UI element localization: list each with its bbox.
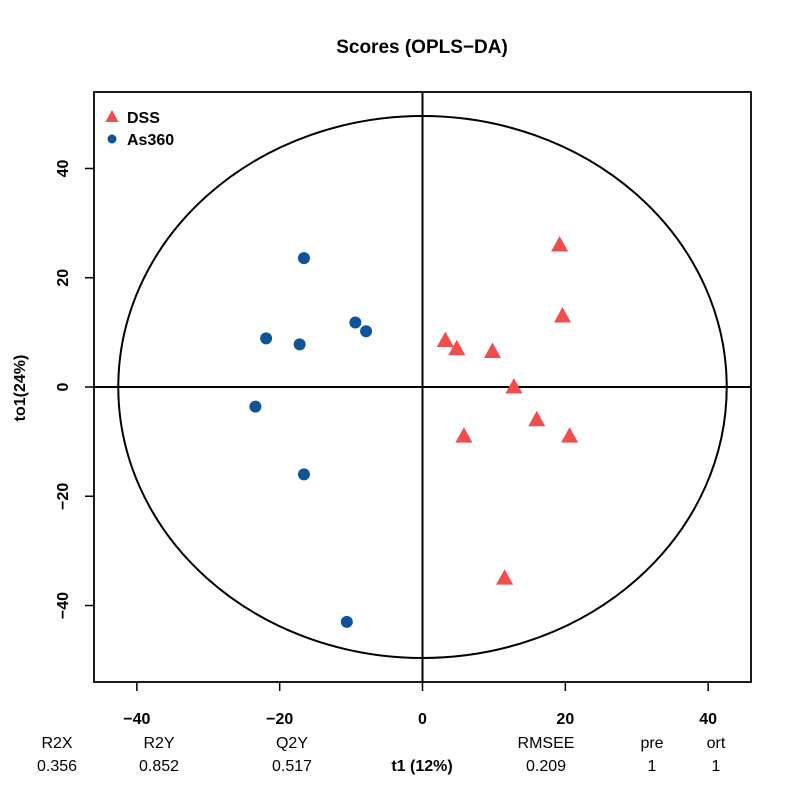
- y-tick-label: 40: [55, 159, 72, 177]
- stat-label-ort: ort: [707, 735, 726, 752]
- stat-value-r2x: 0.356: [37, 758, 77, 775]
- point-dss: [551, 235, 569, 252]
- point-dss: [436, 331, 454, 348]
- stat-label-pre: pre: [640, 735, 663, 752]
- point-as360: [260, 332, 273, 345]
- x-tick-label: −20: [266, 711, 293, 728]
- point-dss: [561, 427, 579, 443]
- point-as360: [297, 252, 310, 265]
- stat-value-rmsee: 0.209: [526, 758, 566, 775]
- point-as360: [293, 338, 306, 351]
- point-as360: [340, 615, 353, 628]
- stat-label-q2y: Q2Y: [276, 735, 308, 752]
- point-dss: [455, 427, 473, 443]
- x-tick-label: 20: [556, 711, 574, 728]
- plot-layer: −40 −20 0 20 40 −40 −20 0 20 40 DSS As360: [55, 92, 751, 728]
- stat-label-r2y: R2Y: [143, 735, 174, 752]
- y-tick-label: 20: [55, 269, 72, 287]
- point-dss: [528, 410, 546, 427]
- x-axis-label: t1 (12%): [391, 758, 452, 775]
- point-dss: [553, 306, 572, 323]
- x-tick-label: −40: [123, 711, 150, 728]
- stat-value-q2y: 0.517: [272, 758, 312, 775]
- hotelling-ellipse: [117, 115, 728, 659]
- x-tick-label: 40: [699, 711, 717, 728]
- point-as360: [249, 400, 262, 413]
- point-as360: [360, 325, 373, 338]
- point-dss: [505, 378, 523, 394]
- legend-label-as360: As360: [127, 132, 174, 149]
- stat-label-rmsee: RMSEE: [518, 735, 575, 752]
- y-tick-label: 0: [55, 382, 72, 391]
- point-as360: [349, 316, 362, 329]
- point-dss: [448, 339, 466, 356]
- y-axis-label: to1(24%): [12, 355, 29, 422]
- point-dss: [496, 569, 514, 585]
- legend-marker-as360: [107, 134, 117, 144]
- y-tick-label: −40: [55, 592, 72, 619]
- stat-value-r2y: 0.852: [139, 758, 179, 775]
- y-tick-label: −20: [55, 483, 72, 510]
- legend-marker-dss: [105, 110, 119, 123]
- legend-label-dss: DSS: [127, 110, 160, 127]
- stat-label-r2x: R2X: [41, 735, 72, 752]
- point-as360: [297, 468, 310, 481]
- x-tick-label: 0: [418, 711, 427, 728]
- point-dss: [483, 342, 502, 358]
- chart-title: Scores (OPLS−DA): [336, 37, 508, 58]
- model-stats: R2X 0.356 R2Y 0.852 Q2Y 0.517 RMSEE 0.209 pre 1 or…: [37, 735, 726, 775]
- stat-value-ort: 1: [712, 758, 721, 775]
- stat-value-pre: 1: [648, 758, 657, 775]
